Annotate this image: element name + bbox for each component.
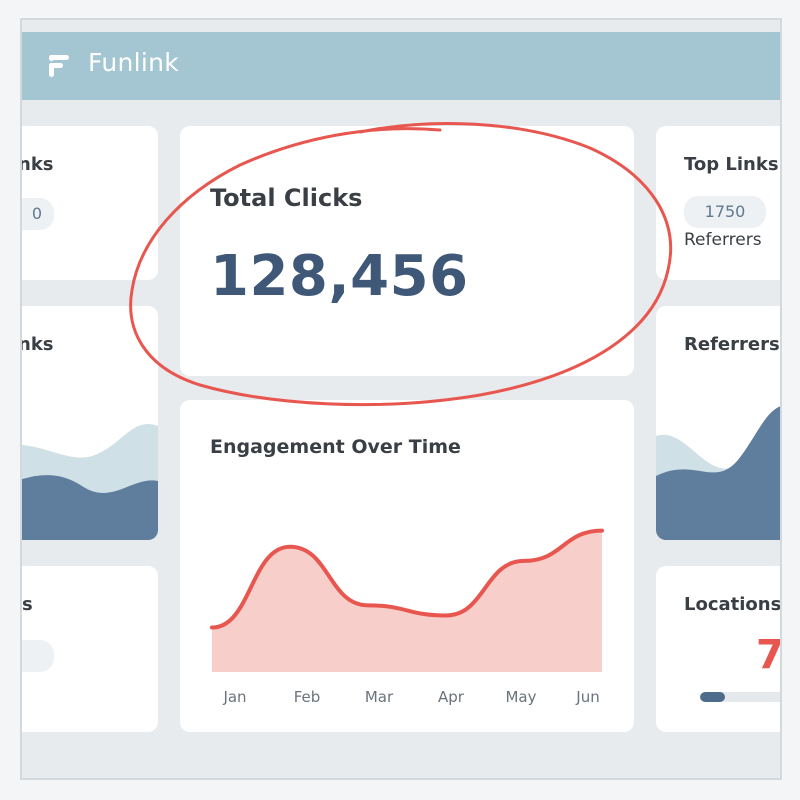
- locations-value: 7: [756, 632, 782, 678]
- referrers-sub-label: Referrers: [684, 230, 762, 250]
- dashboard-frame: Funlink nks 0 nks s 0 Total Clicks 128,4…: [20, 18, 782, 780]
- locations-card[interactable]: Locations 7: [656, 566, 782, 732]
- wave-dark-area: [22, 475, 158, 540]
- top-links-title: Top Links: [684, 154, 779, 175]
- x-tick-label: Feb: [293, 688, 321, 706]
- x-tick-label: Mar: [364, 688, 394, 706]
- engagement-title: Engagement Over Time: [210, 436, 461, 458]
- x-tick-label: Jun: [576, 688, 600, 706]
- locations-progress-fill: [700, 692, 726, 702]
- card-title: s: [22, 594, 33, 615]
- referrers-title: Referrers: [684, 334, 780, 355]
- left-card-top-links[interactable]: nks 0: [20, 126, 158, 280]
- value-pill: 0: [22, 198, 54, 230]
- engagement-area: [212, 530, 602, 672]
- engagement-card[interactable]: Engagement Over Time Jan Feb Mar Apr May…: [180, 400, 634, 732]
- engagement-chart: [210, 528, 604, 672]
- engagement-line: [210, 528, 604, 630]
- wave-dark-area: [656, 406, 780, 540]
- left-card-links-chart[interactable]: nks: [20, 306, 158, 540]
- top-links-value-pill: 1750: [684, 196, 766, 228]
- locations-progress-track: [700, 692, 780, 702]
- referrers-wave-chart: [656, 406, 780, 540]
- total-clicks-card[interactable]: Total Clicks 128,456: [180, 126, 634, 376]
- app-brand-name[interactable]: Funlink: [88, 48, 180, 77]
- wave-chart: [22, 424, 158, 540]
- top-links-card[interactable]: Top Links 1750 Referrers: [656, 126, 780, 280]
- card-title: nks: [20, 334, 54, 355]
- total-clicks-value: 128,456: [210, 244, 469, 309]
- x-tick-label: May: [505, 688, 537, 706]
- left-card-bottom[interactable]: s 0: [22, 566, 158, 732]
- funlink-logo-icon[interactable]: [46, 53, 72, 79]
- value-pill: 0: [22, 640, 54, 672]
- x-tick-label: Apr: [438, 688, 464, 706]
- app-header: Funlink: [22, 32, 780, 100]
- total-clicks-title: Total Clicks: [210, 184, 363, 212]
- x-tick-label: Jan: [223, 688, 247, 706]
- card-title: nks: [20, 154, 54, 175]
- referrers-card[interactable]: Referrers: [656, 306, 780, 540]
- locations-title: Locations: [684, 594, 782, 615]
